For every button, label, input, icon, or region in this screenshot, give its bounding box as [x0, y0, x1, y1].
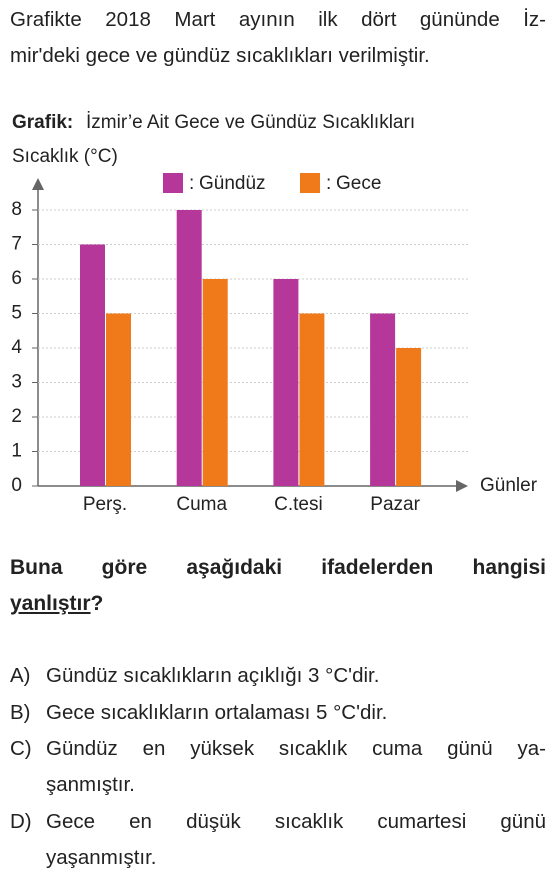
option-text: Gece sıcaklıkların ortalaması 5 °C'dir.	[46, 700, 388, 724]
option-letter: C)	[10, 737, 32, 760]
question-emphasis: yanlıştır	[10, 592, 91, 615]
y-tick-label: 8	[11, 199, 22, 220]
option-letter: D)	[10, 809, 32, 833]
option-letter: A)	[10, 664, 31, 687]
legend-separator: :	[189, 173, 194, 194]
y-axis-label: Sıcaklık (°C)	[12, 146, 118, 167]
bar	[299, 313, 325, 486]
legend-label: Gündüz	[199, 173, 266, 194]
option-text: Gece en düşük sıcaklık cumartesi günü	[46, 809, 546, 833]
bar	[80, 244, 105, 486]
option-text: yaşanmıştır.	[46, 845, 157, 869]
bar	[396, 348, 422, 486]
y-tick-label: 6	[11, 268, 22, 289]
y-arrow	[32, 178, 44, 190]
bar	[176, 210, 202, 486]
question-line: Buna göre aşağıdaki ifadelerden hangisi	[10, 556, 546, 580]
y-tick-label: 5	[11, 303, 22, 324]
y-tick-label: 4	[11, 337, 22, 358]
y-tick-label: 2	[11, 406, 22, 427]
chart-title-label: Grafik:	[12, 112, 73, 133]
x-tick-label: Pazar	[370, 494, 420, 515]
question-text: Buna göre aşağıdaki ifadelerden hangisi	[10, 556, 546, 579]
legend-swatch	[163, 173, 183, 193]
chart-title: İzmir’e Ait Gece ve Gündüz Sıcaklıkları	[86, 112, 415, 133]
question-end: ?	[90, 592, 104, 615]
x-tick-label: Perş.	[83, 494, 127, 515]
bar	[106, 313, 131, 486]
y-tick-label: 0	[11, 475, 22, 496]
y-tick-label: 3	[11, 372, 22, 393]
legend-separator: :	[326, 173, 331, 194]
legend-swatch	[300, 173, 320, 193]
x-axis-label: Günler	[480, 475, 538, 496]
bar	[370, 313, 396, 486]
intro-line: Grafikte 2018 Mart ayının ilk dört günün…	[10, 8, 546, 31]
option-letter: B)	[10, 700, 31, 724]
x-tick-label: C.tesi	[274, 494, 323, 515]
option-text: Gündüz en yüksek sıcaklık cuma günü ya-	[46, 737, 546, 760]
intro-line: mir'deki gece ve gündüz sıcaklıkları ver…	[10, 44, 430, 67]
bar	[273, 279, 299, 486]
y-tick-label: 7	[11, 234, 22, 255]
option-text: Gündüz sıcaklıkların açıklığı 3 °C'dir.	[46, 664, 380, 687]
legend-label: Gece	[336, 173, 381, 194]
question-line: yanlıştır?	[10, 592, 546, 616]
x-tick-label: Cuma	[176, 494, 227, 515]
chart: Grafik: İzmir’e Ait Gece ve Gündüz Sıcak…	[11, 112, 538, 515]
option-text: şanmıştır.	[46, 773, 135, 796]
y-tick-label: 1	[11, 441, 22, 462]
bar	[202, 279, 228, 486]
x-arrow	[456, 480, 468, 492]
